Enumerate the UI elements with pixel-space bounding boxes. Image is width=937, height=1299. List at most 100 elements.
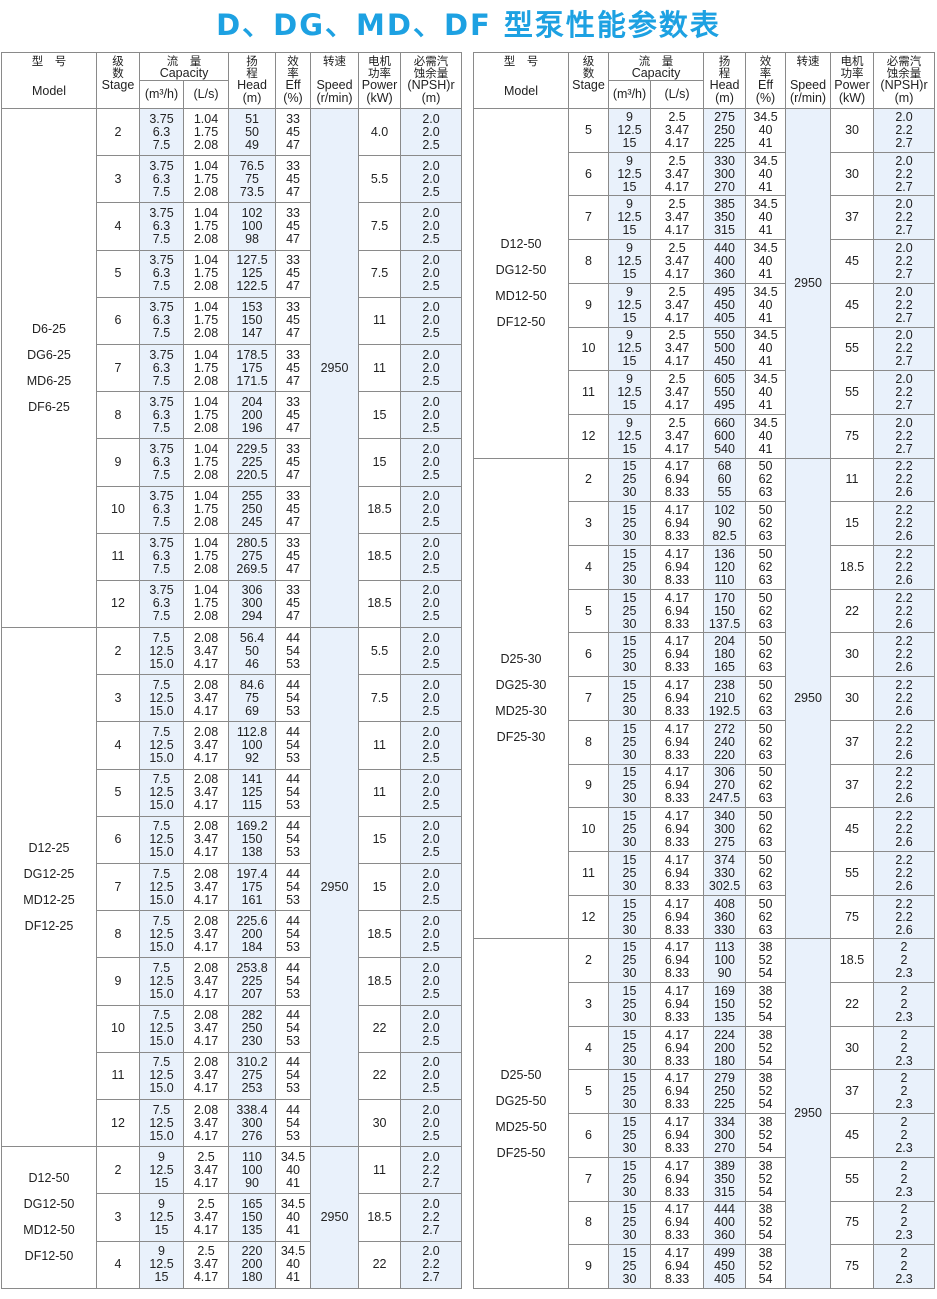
power-cell: 37 xyxy=(830,195,875,241)
eff-cell: 44 54 53 xyxy=(275,627,312,676)
power-cell: 30 xyxy=(830,632,875,678)
head-cell: 197.4 175 161 xyxy=(228,862,277,912)
npsh-cell: 2.0 2.0 2.5 xyxy=(400,721,463,770)
capacity-ls-cell: 4.17 6.94 8.33 xyxy=(649,1244,705,1289)
eff-cell: 33 45 47 xyxy=(275,249,312,298)
power-cell: 11 xyxy=(358,768,402,817)
capacity-ls-cell: 1.04 1.75 2.08 xyxy=(182,249,230,298)
stage-cell: 8 xyxy=(568,239,609,284)
table-row: 9 3.75 6.3 7.5 1.04 1.75 2.08 229.5 225 220… xyxy=(2,438,463,487)
speed-cell: 2950 xyxy=(785,108,832,459)
eff-cell: 50 62 63 xyxy=(745,894,787,940)
capacity-ls-cell: 1.04 1.75 2.08 xyxy=(182,202,230,251)
table-row: D12-50 DG12-50 MD12-50 DF12-50 5 9 12.5 15… xyxy=(473,108,936,459)
capacity-m3h-cell: 9 12.5 15 xyxy=(608,239,651,284)
header-stage-en: Stage xyxy=(572,78,605,92)
head-cell: 127.5 125 122.5 xyxy=(228,249,277,298)
head-cell: 306 270 247.5 xyxy=(703,763,747,809)
eff-cell: 33 45 47 xyxy=(275,532,312,581)
capacity-m3h-cell: 7.5 12.5 15.0 xyxy=(139,674,184,723)
table-row: 11 3.75 6.3 7.5 1.04 1.75 2.08 280.5 275 26… xyxy=(2,532,463,581)
stage-cell: 11 xyxy=(568,370,609,415)
npsh-cell: 2.0 2.2 2.7 xyxy=(873,326,936,372)
stage-cell: 3 xyxy=(96,1193,140,1242)
npsh-cell: 2.2 2.2 2.6 xyxy=(873,588,936,634)
capacity-m3h-cell: 15 25 30 xyxy=(608,719,651,765)
capacity-ls-cell: 2.5 3.47 4.17 xyxy=(649,195,705,241)
capacity-m3h-cell: 3.75 6.3 7.5 xyxy=(139,485,184,534)
table-row: 8 7.5 12.5 15.0 2.08 3.47 4.17 225.6 200 18… xyxy=(2,910,463,959)
npsh-cell: 2.0 2.0 2.5 xyxy=(400,815,463,865)
speed-cell: 2950 xyxy=(310,627,360,1148)
head-cell: 76.5 75 73.5 xyxy=(228,155,277,204)
npsh-cell: 2.0 2.0 2.5 xyxy=(400,155,463,204)
head-cell: 340 300 275 xyxy=(703,807,747,852)
npsh-cell: 2.0 2.0 2.5 xyxy=(400,391,463,440)
stage-cell: 4 xyxy=(96,1240,140,1289)
header-head-en: Head (m) xyxy=(237,78,267,105)
table-row: 3 7.5 12.5 15.0 2.08 3.47 4.17 84.6 75 69 44… xyxy=(2,674,463,723)
table-row: 7 15 25 30 4.17 6.94 8.33 389 350 315 38 52 … xyxy=(474,1156,936,1202)
npsh-cell: 2.2 2.2 2.6 xyxy=(873,501,936,547)
head-cell: 153 150 147 xyxy=(228,296,277,345)
model-cell: D12-50 DG12-50 MD12-50 DF12-50 xyxy=(1,1146,97,1289)
npsh-cell: 2 2 2.3 xyxy=(873,1069,936,1115)
eff-cell: 34.5 40 41 xyxy=(745,239,787,284)
header-capacity-cn: 流 量 xyxy=(638,54,674,68)
header-power-cn: 电机 功率 xyxy=(840,54,864,80)
stage-cell: 12 xyxy=(568,413,609,459)
table-row: 4 3.75 6.3 7.5 1.04 1.75 2.08 102 100 98 33 … xyxy=(2,202,463,251)
capacity-m3h-cell: 15 25 30 xyxy=(608,588,651,634)
npsh-cell: 2.0 2.2 2.7 xyxy=(873,239,936,284)
power-cell: 18.5 xyxy=(358,532,402,581)
npsh-cell: 2 2 2.3 xyxy=(873,1244,936,1289)
table-row: 8 15 25 30 4.17 6.94 8.33 444 400 360 38 52 … xyxy=(474,1200,936,1246)
capacity-m3h-cell: 15 25 30 xyxy=(608,807,651,852)
capacity-m3h-cell: 9 12.5 15 xyxy=(608,370,651,415)
eff-cell: 44 54 53 xyxy=(275,815,312,865)
npsh-cell: 2.0 2.0 2.5 xyxy=(400,627,463,676)
capacity-m3h-cell: 9 12.5 15 xyxy=(608,151,651,197)
npsh-cell: 2.0 2.0 2.5 xyxy=(400,674,463,723)
stage-cell: 8 xyxy=(568,719,609,765)
stage-cell: 10 xyxy=(96,1004,140,1053)
power-cell: 15 xyxy=(358,391,402,440)
head-cell: 68 60 55 xyxy=(703,457,747,503)
table-row: D12-50 DG12-50 MD12-50 DF12-50 2 9 12.5 15… xyxy=(1,1146,463,1289)
eff-cell: 38 52 54 xyxy=(745,1025,787,1071)
table-row: D6-25 DG6-25 MD6-25 DF6-25 2 3.75 6.3 7.5 1… xyxy=(1,107,463,629)
power-cell: 75 xyxy=(830,413,875,459)
eff-cell: 50 62 63 xyxy=(745,850,787,896)
capacity-ls-cell: 4.17 6.94 8.33 xyxy=(649,894,705,940)
capacity-ls-cell: 2.5 3.47 4.17 xyxy=(649,282,705,328)
table-row: 7 3.75 6.3 7.5 1.04 1.75 2.08 178.5 175 171… xyxy=(2,343,463,393)
power-cell: 18.5 xyxy=(358,1193,402,1242)
eff-cell: 38 52 54 xyxy=(745,938,787,984)
stage-cell: 9 xyxy=(96,957,140,1006)
capacity-ls-cell: 2.5 3.47 4.17 xyxy=(182,1240,230,1289)
header-speed-cn: 转速 xyxy=(796,54,820,68)
stage-cell: 8 xyxy=(568,1200,609,1246)
capacity-m3h-cell: 15 25 30 xyxy=(608,1156,651,1202)
page-title: D、DG、MD、DF 型泵性能参数表 xyxy=(216,8,721,42)
capacity-m3h-cell: 3.75 6.3 7.5 xyxy=(139,579,184,629)
power-cell: 45 xyxy=(830,1113,875,1158)
capacity-m3h-cell: 7.5 12.5 15.0 xyxy=(139,957,184,1006)
eff-cell: 33 45 47 xyxy=(275,391,312,440)
capacity-ls-cell: 2.08 3.47 4.17 xyxy=(182,815,230,865)
header-capacity-ls-en: (L/s) xyxy=(193,87,219,101)
header-power: 电机 功率 Power (kW) xyxy=(830,52,875,109)
power-cell: 18.5 xyxy=(358,957,402,1006)
stage-cell: 5 xyxy=(568,108,609,153)
table-row: 6 15 25 30 4.17 6.94 8.33 204 180 165 50 62 … xyxy=(474,632,936,678)
model-cell: D25-50 DG25-50 MD25-50 DF25-50 xyxy=(473,938,569,1289)
stage-cell: 4 xyxy=(568,545,609,590)
table-header: 型 号 Model 级 数 Stage 流 量 Capacity 扬 程 Head (m) 效 … xyxy=(473,52,936,109)
head-cell: 225.6 200 184 xyxy=(228,910,277,959)
capacity-m3h-cell: 9 12.5 15 xyxy=(139,1146,184,1195)
eff-cell: 33 45 47 xyxy=(275,579,312,629)
table-row: 5 15 25 30 4.17 6.94 8.33 170 150 137.5 50 6… xyxy=(474,588,936,634)
stage-cell: 7 xyxy=(96,343,140,393)
eff-cell: 44 54 53 xyxy=(275,674,312,723)
